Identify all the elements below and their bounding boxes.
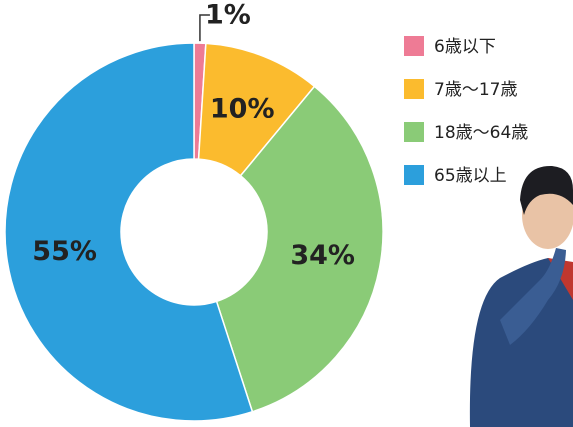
legend-label: 65歳以上 [434,166,507,186]
legend-swatch [404,79,424,99]
legend-label: 18歳〜64歳 [434,123,528,143]
value-label: 34% [290,240,355,271]
legend-label: 6歳以下 [434,37,496,57]
chart: 1% 10% 34% 55% 6歳以下 7歳〜17歳 18歳〜64歳 65歳以上 [0,0,573,427]
legend-label: 7歳〜17歳 [434,80,517,100]
value-label: 1% [205,0,251,31]
value-label: 55% [32,236,97,267]
legend-swatch [404,36,424,56]
value-label: 10% [210,94,275,125]
legend-swatch [404,165,424,185]
person-illustration [470,166,573,427]
legend-swatch [404,122,424,142]
